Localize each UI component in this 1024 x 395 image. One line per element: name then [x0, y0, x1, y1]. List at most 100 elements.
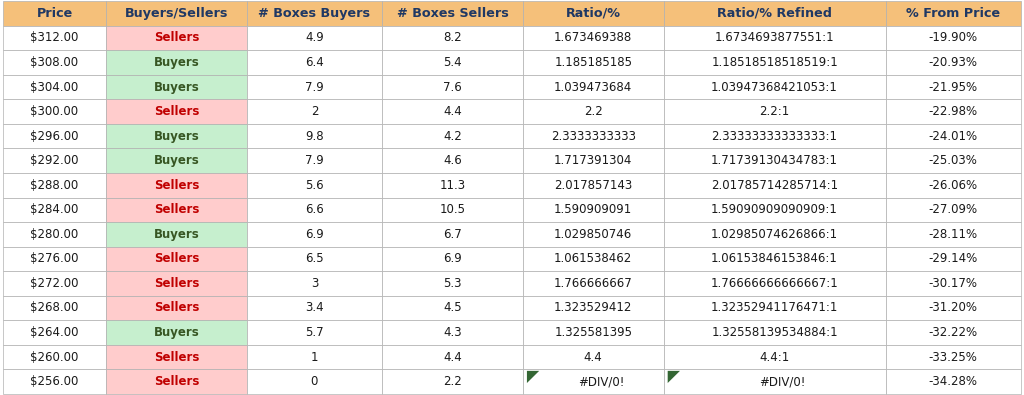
Bar [523, 345, 664, 369]
Text: Ratio/% Refined: Ratio/% Refined [717, 7, 833, 20]
Bar [3, 50, 105, 75]
Text: 5.3: 5.3 [443, 277, 462, 290]
Text: -25.03%: -25.03% [929, 154, 978, 167]
Bar [523, 50, 664, 75]
Text: 6.5: 6.5 [305, 252, 324, 265]
Text: 6.9: 6.9 [305, 228, 324, 241]
Text: $256.00: $256.00 [31, 375, 79, 388]
Bar [105, 198, 247, 222]
Bar [247, 222, 382, 246]
Text: 7.6: 7.6 [443, 81, 462, 94]
Bar [247, 100, 382, 124]
Bar [886, 198, 1021, 222]
Polygon shape [527, 371, 540, 383]
Text: Buyers: Buyers [154, 81, 200, 94]
Bar [247, 369, 382, 394]
Text: -21.95%: -21.95% [929, 81, 978, 94]
Bar [664, 100, 886, 124]
Text: 4.4: 4.4 [443, 105, 462, 118]
Text: Buyers: Buyers [154, 326, 200, 339]
Text: 4.4: 4.4 [584, 350, 602, 363]
Text: 1.59090909090909:1: 1.59090909090909:1 [711, 203, 838, 216]
Bar [886, 173, 1021, 198]
Text: 5.6: 5.6 [305, 179, 324, 192]
Bar [105, 26, 247, 50]
Bar [247, 50, 382, 75]
Text: $304.00: $304.00 [31, 81, 79, 94]
Bar [664, 198, 886, 222]
Bar [523, 295, 664, 320]
Text: $280.00: $280.00 [31, 228, 79, 241]
Text: 4.2: 4.2 [443, 130, 462, 143]
Bar [105, 75, 247, 100]
Bar [105, 271, 247, 295]
Text: -27.09%: -27.09% [929, 203, 978, 216]
Text: Sellers: Sellers [154, 375, 199, 388]
Text: 2.01785714285714:1: 2.01785714285714:1 [711, 179, 839, 192]
Text: Sellers: Sellers [154, 105, 199, 118]
Bar [3, 75, 105, 100]
Bar [664, 75, 886, 100]
Bar [886, 1, 1021, 26]
Bar [3, 369, 105, 394]
Text: Sellers: Sellers [154, 277, 199, 290]
Text: $276.00: $276.00 [31, 252, 79, 265]
Bar [382, 246, 523, 271]
Bar [105, 173, 247, 198]
Text: -28.11%: -28.11% [929, 228, 978, 241]
Bar [664, 50, 886, 75]
Text: 1.02985074626866:1: 1.02985074626866:1 [711, 228, 839, 241]
Bar [382, 320, 523, 345]
Text: 4.4:1: 4.4:1 [760, 350, 790, 363]
Bar [664, 222, 886, 246]
Text: Buyers: Buyers [154, 56, 200, 69]
Bar [382, 149, 523, 173]
Bar [886, 149, 1021, 173]
Text: 2.2: 2.2 [584, 105, 602, 118]
Text: Price: Price [37, 7, 73, 20]
Text: 5.4: 5.4 [443, 56, 462, 69]
Bar [664, 173, 886, 198]
Text: $264.00: $264.00 [31, 326, 79, 339]
Text: 1.06153846153846:1: 1.06153846153846:1 [711, 252, 838, 265]
Text: $300.00: $300.00 [31, 105, 79, 118]
Bar [886, 100, 1021, 124]
Bar [664, 345, 886, 369]
Bar [3, 295, 105, 320]
Bar [886, 75, 1021, 100]
Bar [3, 173, 105, 198]
Text: 6.7: 6.7 [443, 228, 462, 241]
Text: Buyers: Buyers [154, 228, 200, 241]
Text: -30.17%: -30.17% [929, 277, 978, 290]
Text: 1.590909091: 1.590909091 [554, 203, 633, 216]
Bar [105, 320, 247, 345]
Bar [886, 271, 1021, 295]
Bar [664, 295, 886, 320]
Bar [247, 320, 382, 345]
Bar [886, 345, 1021, 369]
Text: 3: 3 [310, 277, 318, 290]
Text: 2.2:1: 2.2:1 [760, 105, 790, 118]
Bar [664, 149, 886, 173]
Bar [382, 124, 523, 149]
Text: 1.76666666666667:1: 1.76666666666667:1 [711, 277, 839, 290]
Text: # Boxes Buyers: # Boxes Buyers [258, 7, 371, 20]
Bar [382, 1, 523, 26]
Text: Sellers: Sellers [154, 179, 199, 192]
Text: $272.00: $272.00 [31, 277, 79, 290]
Bar [664, 246, 886, 271]
Text: 2.3333333333: 2.3333333333 [551, 130, 636, 143]
Text: 0: 0 [310, 375, 318, 388]
Text: 11.3: 11.3 [439, 179, 466, 192]
Text: 1.325581395: 1.325581395 [554, 326, 632, 339]
Polygon shape [668, 371, 680, 383]
Bar [382, 345, 523, 369]
Bar [3, 26, 105, 50]
Bar [105, 1, 247, 26]
Bar [247, 345, 382, 369]
Text: -24.01%: -24.01% [929, 130, 978, 143]
Bar [886, 246, 1021, 271]
Bar [523, 1, 664, 26]
Bar [523, 198, 664, 222]
Text: 7.9: 7.9 [305, 154, 324, 167]
